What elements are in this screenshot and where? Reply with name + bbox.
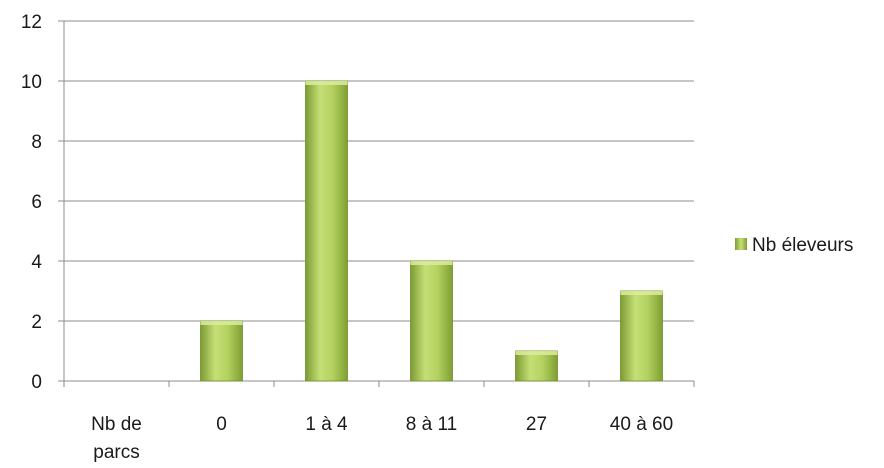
y-tick-labels: 0 2 4 6 8 10 12 (21, 12, 43, 393)
bar-body-4 (515, 350, 558, 382)
x-tick-label-line: 27 (526, 414, 547, 435)
x-tick-label-0: Nb de parcs (91, 414, 142, 463)
y-tick-label-12: 12 (21, 12, 42, 33)
bar-3 (410, 260, 453, 382)
bar-5 (620, 290, 663, 382)
x-tick-label-line: 1 à 4 (305, 414, 348, 435)
bar-body-1 (200, 320, 243, 382)
x-tick-label-line: 8 à 11 (406, 414, 457, 435)
legend-swatch (735, 238, 747, 250)
x-tick-label-line: 40 à 60 (610, 414, 673, 435)
x-tick-label-1: 0 (216, 414, 227, 435)
bar-2 (305, 80, 348, 382)
bar-top-5 (620, 291, 663, 295)
bar-1 (200, 320, 243, 382)
y-tick-label-2: 2 (31, 312, 42, 333)
bar-body-2 (305, 80, 348, 382)
bar-top-3 (410, 261, 453, 265)
legend-label: Nb éleveurs (752, 235, 853, 256)
legend: Nb éleveurs (735, 235, 853, 256)
bar-4 (515, 350, 558, 382)
axes (58, 20, 695, 387)
x-tick-label-4: 27 (526, 414, 547, 435)
y-tick-label-8: 8 (31, 132, 42, 153)
x-tick-label-2: 1 à 4 (305, 414, 348, 435)
y-tick-label-6: 6 (31, 192, 42, 213)
x-tick-label-3: 8 à 11 (406, 414, 457, 435)
bar-top-2 (305, 81, 348, 85)
bar-top-1 (200, 321, 243, 325)
y-tick-label-10: 10 (21, 72, 42, 93)
bar-body-3 (410, 260, 453, 382)
x-tick-label-5: 40 à 60 (610, 414, 673, 435)
bar-body-5 (620, 290, 663, 382)
y-tick-label-4: 4 (31, 252, 42, 273)
x-tick-label-line: Nb de (91, 414, 142, 435)
bars (200, 80, 663, 382)
bar-top-4 (515, 351, 558, 355)
x-tick-label-line: parcs (93, 442, 139, 463)
y-tick-label-0: 0 (31, 372, 42, 393)
gridlines (64, 20, 694, 322)
x-tick-labels: Nb de parcs 0 1 à 4 8 à 11 27 40 à 60 (91, 414, 673, 463)
x-tick-label-line: 0 (216, 414, 227, 435)
